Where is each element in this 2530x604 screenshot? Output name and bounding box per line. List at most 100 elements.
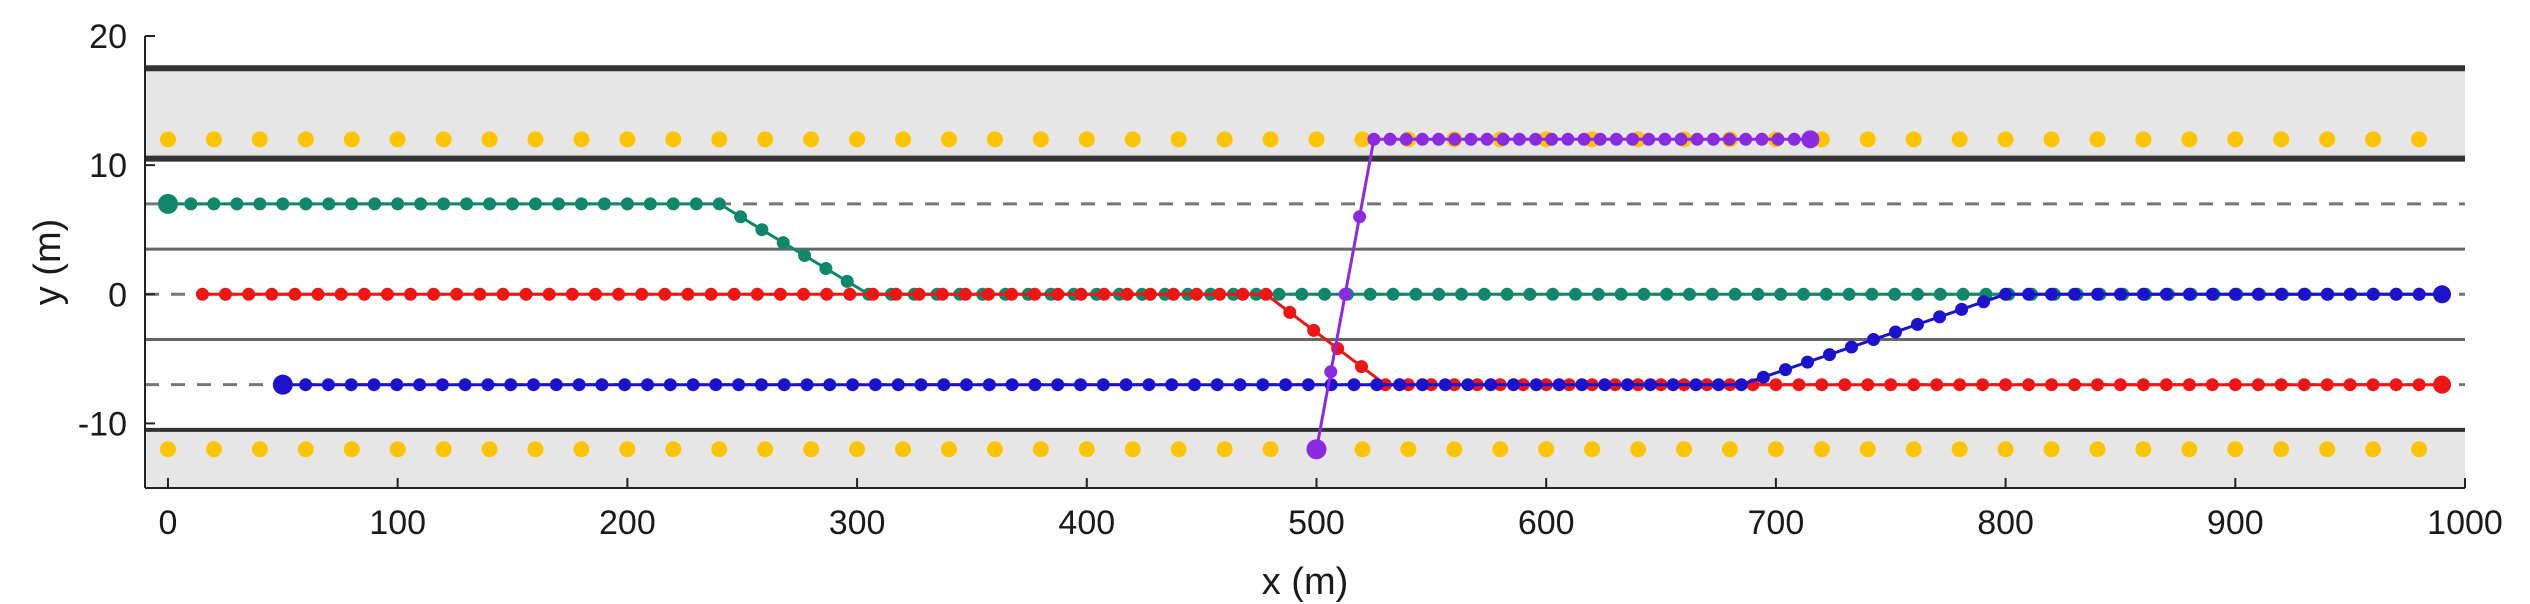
cone-marker (205, 131, 222, 148)
cone-marker (849, 131, 866, 148)
trajectory-point (2113, 287, 2127, 301)
trajectory-point (1930, 378, 1944, 392)
cone-marker (2319, 131, 2336, 148)
trajectory-point (2343, 378, 2357, 392)
cone-marker (895, 441, 912, 458)
trajectory-point (321, 378, 335, 392)
trajectory-point (1283, 305, 1297, 319)
trajectory-point (1819, 287, 1833, 301)
trajectory-series (272, 285, 2452, 395)
cone-marker (2273, 131, 2290, 148)
shoulder-bottom (145, 429, 2465, 488)
trajectory-point (1455, 287, 1468, 301)
trajectory-point (504, 378, 518, 392)
trajectory-point (2022, 287, 2036, 301)
trajectory-point (2159, 287, 2173, 301)
trajectory-point (1120, 287, 1134, 301)
trajectory-point (620, 197, 634, 211)
trajectory-point (754, 378, 768, 392)
trajectory-point (960, 378, 973, 392)
trajectory-point (681, 287, 695, 301)
cone-marker (435, 441, 452, 458)
trajectory-point (195, 287, 209, 301)
trajectory-point (823, 378, 837, 392)
trajectory-point (1529, 378, 1543, 392)
trajectory-point (288, 287, 302, 301)
trajectory-point (2068, 378, 2081, 392)
axis-layer (144, 35, 2466, 489)
y-axis-label: y (m) (27, 219, 69, 306)
cone-marker (1354, 441, 1371, 458)
trajectory-point (2182, 287, 2196, 301)
trajectory-point (1367, 132, 1381, 146)
trajectory-point (1347, 378, 1361, 392)
trajectory-point (1188, 378, 1201, 392)
trajectory-point (276, 197, 290, 211)
cone-marker (940, 131, 957, 148)
trajectory-point (1119, 378, 1133, 392)
trajectory-point (1484, 378, 1498, 392)
cone-marker (1124, 441, 1141, 458)
trajectory-point (391, 197, 405, 211)
trajectory-point (2228, 287, 2242, 301)
trajectory-point (2159, 378, 2173, 392)
trajectory-point (2091, 287, 2104, 301)
trajectory-point (496, 287, 510, 301)
trajectory-series (1306, 130, 1820, 460)
trajectory-point (1787, 132, 1801, 146)
cone-marker (297, 131, 314, 148)
trajectory-point (1477, 287, 1491, 301)
cone-marker (1492, 441, 1509, 458)
trajectory-point (843, 287, 857, 301)
x-tick-label: 600 (1518, 504, 1575, 542)
cone-marker (1308, 131, 1325, 148)
trajectory-point (1051, 287, 1065, 301)
trajectory-point (1593, 132, 1607, 146)
trajectory-point (666, 197, 680, 211)
trajectory-end-marker (2433, 375, 2452, 394)
cone-marker (665, 441, 682, 458)
trajectory-point (1028, 378, 1042, 392)
trajectory-point (1792, 378, 1806, 392)
trajectory-point (1769, 378, 1783, 392)
cone-marker (2089, 131, 2106, 148)
trajectory-point (982, 378, 996, 392)
trajectory-point (1575, 378, 1589, 392)
cone-marker (2365, 441, 2382, 458)
x-tick-label: 200 (599, 504, 656, 542)
cone-marker (205, 441, 222, 458)
trajectory-point (2205, 287, 2219, 301)
cone-marker (895, 131, 912, 148)
trajectory-point (750, 287, 764, 301)
trajectory-point (1774, 287, 1788, 301)
trajectory-point (458, 378, 472, 392)
trajectory-point (1637, 287, 1651, 301)
trajectory-point (658, 287, 672, 301)
trajectory-point (1386, 287, 1400, 301)
trajectory-point (1464, 132, 1478, 146)
cone-marker (986, 441, 1003, 458)
trajectory-point (1705, 287, 1719, 301)
trajectory-point (2045, 287, 2058, 301)
trajectory-end-marker (1801, 130, 1820, 149)
cone-marker (711, 131, 728, 148)
trajectory-point (357, 287, 371, 301)
trajectory-point (1865, 287, 1879, 301)
trajectory-point (1815, 378, 1829, 392)
trajectory-start-marker (272, 374, 293, 395)
trajectory-point (1438, 378, 1452, 392)
trajectory-point (1415, 378, 1429, 392)
trajectory-point (800, 378, 814, 392)
trajectory-point (1779, 363, 1792, 377)
cone-marker (527, 441, 544, 458)
trajectory-point (1660, 287, 1674, 301)
trajectory-point (1838, 378, 1852, 392)
trajectory-point (1028, 287, 1042, 301)
cone-marker (1905, 131, 1922, 148)
trajectory-point (1884, 378, 1898, 392)
trajectory-point (435, 378, 449, 392)
cone-marker (1170, 441, 1187, 458)
cone-marker (2319, 441, 2336, 458)
cone-marker (2043, 441, 2060, 458)
cone-marker (481, 441, 498, 458)
